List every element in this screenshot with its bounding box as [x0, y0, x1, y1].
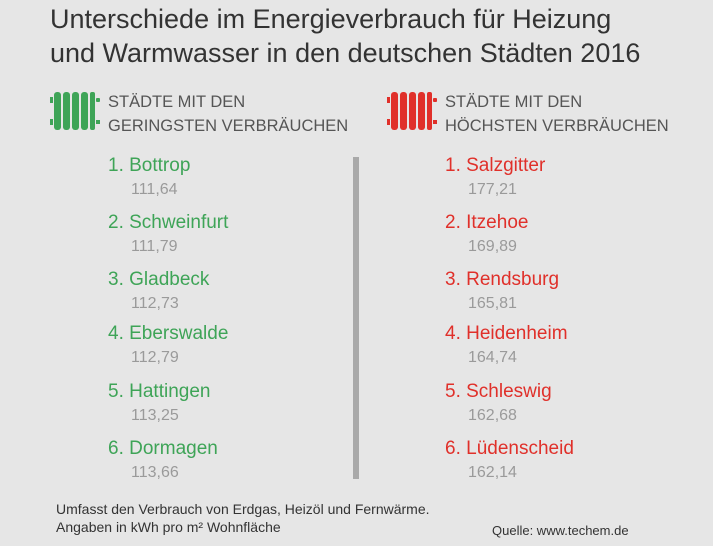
city-rank-name: 6. Dormagen — [108, 438, 218, 459]
radiator-icon — [50, 92, 100, 130]
city-rank-name: 5. Schleswig — [445, 381, 552, 402]
consumption-value: 162,68 — [468, 407, 517, 424]
consumption-value: 162,14 — [468, 464, 517, 481]
city-rank-name: 3. Rendsburg — [445, 269, 560, 290]
consumption-value: 112,73 — [131, 295, 179, 312]
list-item: 5. Schleswig 162,68 — [445, 381, 552, 426]
column-divider — [353, 157, 359, 479]
city-rank-name: 1. Bottrop — [108, 155, 191, 176]
list-item: 6. Lüdenscheid 162,14 — [445, 438, 574, 483]
high-column-header: STÄDTE MIT DEN HÖCHSTEN VERBRÄUCHEN — [387, 90, 669, 138]
low-heading-line-2: GERINGSTEN VERBRÄUCHEN — [108, 117, 349, 135]
consumption-value: 112,79 — [131, 349, 179, 366]
footnote-line-1: Umfasst den Verbrauch von Erdgas, Heizöl… — [56, 501, 430, 517]
city-rank-name: 5. Hattingen — [108, 381, 211, 402]
list-item: 3. Rendsburg 165,81 — [445, 269, 559, 314]
high-heading: STÄDTE MIT DEN HÖCHSTEN VERBRÄUCHEN — [445, 90, 669, 138]
consumption-value: 177,21 — [468, 181, 517, 198]
city-rank-name: 2. Schweinfurt — [108, 212, 229, 233]
low-heading-line-1: STÄDTE MIT DEN — [108, 93, 246, 111]
city-rank-name: 3. Gladbeck — [108, 269, 210, 290]
title-line-1: Unterschiede im Energieverbrauch für Hei… — [50, 4, 612, 34]
list-item: 1. Bottrop 111,64 — [108, 155, 190, 200]
high-heading-line-2: HÖCHSTEN VERBRÄUCHEN — [445, 117, 669, 135]
footnote: Umfasst den Verbrauch von Erdgas, Heizöl… — [56, 500, 430, 536]
list-item: 4. Eberswalde 112,79 — [108, 323, 228, 368]
footnote-line-2: Angaben in kWh pro m² Wohnfläche — [56, 519, 281, 535]
list-item: 1. Salzgitter 177,21 — [445, 155, 545, 200]
consumption-value: 111,64 — [131, 181, 178, 198]
title-line-2: und Warmwasser in den deutschen Städten … — [50, 38, 641, 68]
city-rank-name: 6. Lüdenscheid — [445, 438, 574, 459]
list-item: 3. Gladbeck 112,73 — [108, 269, 209, 314]
consumption-value: 164,74 — [468, 349, 517, 366]
city-rank-name: 4. Eberswalde — [108, 323, 229, 344]
consumption-value: 111,79 — [131, 238, 178, 255]
consumption-value: 169,89 — [468, 238, 517, 255]
list-item: 2. Itzehoe 169,89 — [445, 212, 528, 257]
list-item: 5. Hattingen 113,25 — [108, 381, 210, 426]
city-rank-name: 1. Salzgitter — [445, 155, 546, 176]
city-rank-name: 4. Heidenheim — [445, 323, 568, 344]
high-heading-line-1: STÄDTE MIT DEN — [445, 93, 583, 111]
chart-title: Unterschiede im Energieverbrauch für Hei… — [50, 2, 710, 70]
list-item: 4. Heidenheim 164,74 — [445, 323, 568, 368]
low-column-header: STÄDTE MIT DEN GERINGSTEN VERBRÄUCHEN — [50, 90, 348, 138]
radiator-icon — [387, 92, 437, 130]
list-item: 2. Schweinfurt 111,79 — [108, 212, 228, 257]
consumption-value: 165,81 — [468, 295, 517, 312]
city-rank-name: 2. Itzehoe — [445, 212, 529, 233]
list-item: 6. Dormagen 113,66 — [108, 438, 218, 483]
low-heading: STÄDTE MIT DEN GERINGSTEN VERBRÄUCHEN — [108, 90, 348, 138]
source-credit: Quelle: www.techem.de — [492, 523, 629, 538]
consumption-value: 113,25 — [131, 407, 179, 424]
consumption-value: 113,66 — [131, 464, 179, 481]
